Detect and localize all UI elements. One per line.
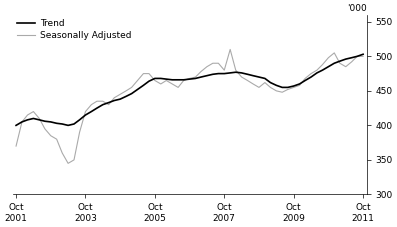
Text: '000: '000 bbox=[347, 4, 366, 13]
Legend: Trend, Seasonally Adjusted: Trend, Seasonally Adjusted bbox=[17, 20, 131, 40]
